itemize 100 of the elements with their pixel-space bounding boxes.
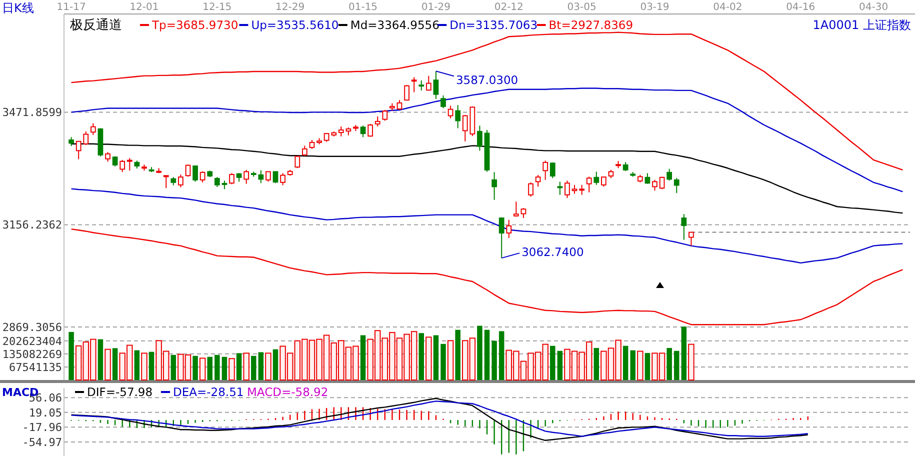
candlestick bbox=[105, 152, 110, 162]
candlestick bbox=[404, 84, 410, 101]
candlestick bbox=[513, 201, 519, 218]
candlestick bbox=[178, 174, 184, 188]
y-tick-label: 3156.2362 bbox=[2, 218, 62, 232]
candlestick bbox=[411, 76, 417, 93]
candlestick bbox=[382, 110, 388, 122]
y-tick-label: -17.96 bbox=[22, 421, 62, 434]
candlestick bbox=[498, 216, 504, 259]
bar bbox=[112, 348, 118, 380]
candlestick bbox=[90, 122, 96, 136]
y-tick-label: 19.05 bbox=[28, 406, 62, 420]
candlestick bbox=[601, 176, 606, 188]
candlestick bbox=[163, 175, 169, 189]
bar bbox=[148, 352, 154, 380]
annotation: 1A0001 上证指数 bbox=[812, 18, 911, 32]
bar bbox=[440, 344, 446, 380]
candlestick bbox=[644, 172, 650, 184]
bar bbox=[265, 352, 272, 380]
candlestick bbox=[214, 176, 220, 188]
bar bbox=[250, 356, 256, 380]
bar bbox=[674, 350, 680, 380]
candlestick bbox=[564, 180, 570, 199]
line-series bbox=[70, 88, 904, 192]
bar bbox=[477, 326, 482, 380]
x-tick-label: 01-29 bbox=[421, 2, 450, 13]
bar bbox=[192, 356, 198, 380]
candlestick bbox=[440, 94, 446, 109]
candlestick bbox=[557, 181, 563, 196]
candlestick bbox=[528, 182, 534, 198]
candlestick bbox=[652, 179, 658, 192]
candlestick bbox=[688, 232, 694, 246]
candlestick bbox=[681, 214, 687, 240]
bar bbox=[170, 354, 176, 380]
candlestick bbox=[120, 159, 126, 173]
bar bbox=[207, 356, 212, 380]
bar bbox=[630, 350, 636, 380]
candlestick bbox=[550, 162, 556, 179]
bar bbox=[272, 349, 278, 380]
bar bbox=[484, 330, 490, 380]
candlestick bbox=[448, 105, 454, 119]
y-tick-label: 67541135 bbox=[9, 360, 62, 374]
bar bbox=[447, 340, 454, 380]
candlestick bbox=[244, 169, 250, 184]
chart-title: 日K线 bbox=[2, 1, 34, 15]
x-tick-label: 12-01 bbox=[130, 2, 159, 13]
x-tick-label: 01-15 bbox=[348, 2, 378, 13]
candlestick bbox=[126, 158, 132, 172]
bar bbox=[637, 350, 644, 380]
bar bbox=[68, 332, 74, 380]
x-tick-label: 02-12 bbox=[494, 2, 524, 13]
candlestick bbox=[302, 145, 308, 157]
legend-label: Dn=3135.7063 bbox=[450, 18, 538, 32]
bar bbox=[134, 350, 140, 380]
candlestick bbox=[455, 104, 461, 129]
candlestick bbox=[506, 219, 512, 238]
bar bbox=[666, 348, 672, 380]
bar bbox=[433, 335, 439, 380]
line-series bbox=[70, 228, 904, 326]
candlestick bbox=[374, 116, 380, 127]
bar bbox=[492, 340, 497, 380]
candlestick bbox=[368, 123, 373, 138]
candlestick bbox=[396, 100, 402, 111]
candlestick bbox=[192, 165, 198, 182]
bar bbox=[681, 326, 687, 380]
legend-label: DIF=-57.98 bbox=[87, 385, 153, 399]
chart-subtitle: 极反通道 bbox=[69, 18, 122, 33]
candlestick bbox=[594, 171, 600, 186]
legend-label: Md=3364.9556 bbox=[350, 18, 440, 32]
legend-label: DEA=-28.51 bbox=[173, 385, 244, 399]
bar bbox=[236, 353, 242, 380]
candlestick bbox=[280, 172, 286, 186]
y-tick-label: 2869.3056 bbox=[2, 321, 62, 334]
bar bbox=[104, 348, 111, 380]
bar bbox=[214, 354, 220, 380]
bar bbox=[360, 335, 366, 380]
y-tick-label: -54.97 bbox=[22, 436, 62, 449]
bar bbox=[426, 336, 432, 380]
annotation: 3062.7400 bbox=[522, 245, 584, 260]
candlestick bbox=[294, 156, 300, 169]
candlestick bbox=[266, 170, 271, 182]
bar bbox=[594, 348, 600, 380]
candlestick bbox=[418, 80, 424, 91]
candlestick bbox=[586, 176, 592, 193]
x-tick-label: 03-05 bbox=[567, 2, 596, 13]
candlestick bbox=[272, 170, 278, 184]
annotation: 3587.0300 bbox=[456, 73, 518, 88]
candlestick bbox=[360, 125, 366, 138]
annotation: MACD=-58.92 bbox=[247, 385, 328, 399]
bar bbox=[141, 352, 148, 380]
candlestick bbox=[477, 125, 482, 152]
candlestick bbox=[535, 174, 541, 188]
bar bbox=[418, 333, 424, 380]
bar bbox=[455, 330, 460, 380]
y-tick-label: 202623404 bbox=[2, 334, 62, 348]
x-tick-label: 12-29 bbox=[276, 2, 305, 13]
candlestick bbox=[666, 168, 672, 182]
x-tick-label: 11-17 bbox=[56, 2, 86, 13]
bar bbox=[98, 339, 104, 380]
candlestick bbox=[659, 176, 665, 190]
